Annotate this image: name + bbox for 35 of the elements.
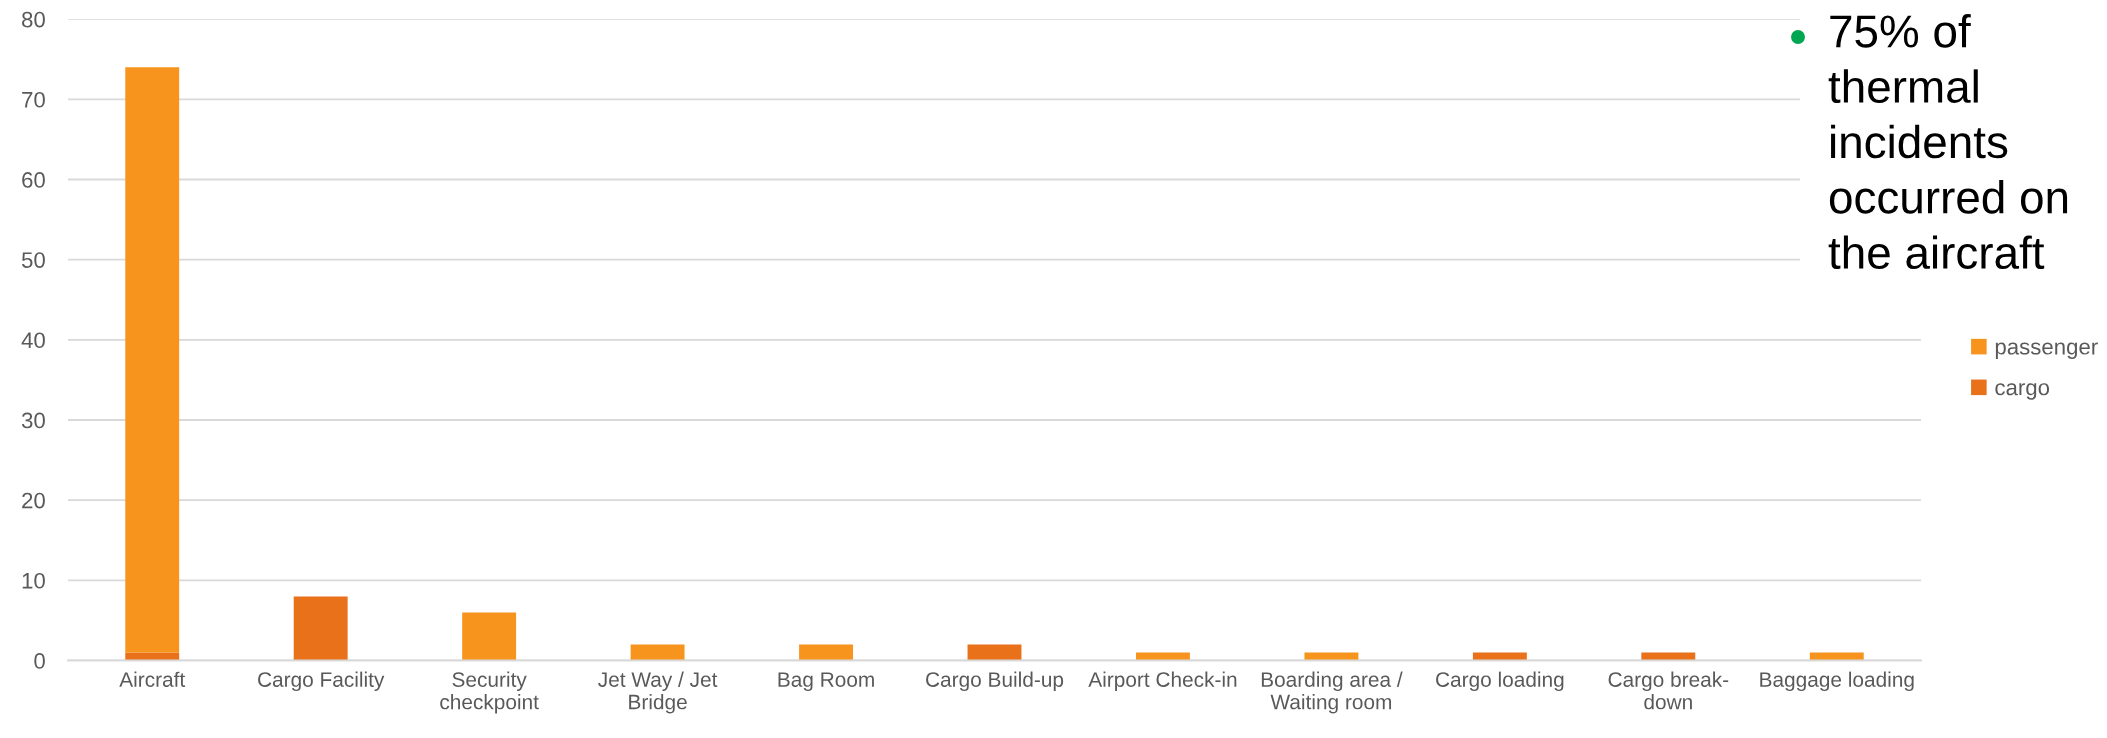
annotation: 75% of thermal incidents occurred on the aircraft bbox=[1828, 14, 2068, 270]
y-tick-label: 50 bbox=[21, 252, 45, 268]
legend-label: cargo bbox=[1995, 383, 2050, 400]
y-tick-label: 0 bbox=[34, 653, 45, 669]
bar bbox=[462, 612, 517, 661]
bar bbox=[799, 644, 853, 661]
bar bbox=[1809, 652, 1864, 661]
bar bbox=[967, 644, 1022, 661]
x-tick-label: Cargo Build-up bbox=[926, 671, 1064, 692]
y-tick-label: 70 bbox=[22, 91, 45, 108]
bar bbox=[630, 644, 685, 661]
x-tick-label: Cargo break-down bbox=[1608, 671, 1729, 710]
bar bbox=[1136, 652, 1190, 661]
x-tick-label: Security checkpoint bbox=[440, 671, 539, 714]
y-tick-label: 10 bbox=[22, 572, 45, 589]
legend-label: passenger bbox=[1995, 342, 2098, 359]
bar bbox=[125, 67, 180, 653]
y-tick-label: 20 bbox=[22, 492, 45, 509]
y-tick-label: 80 bbox=[22, 11, 45, 28]
bar bbox=[1304, 652, 1359, 661]
x-tick-label: Cargo Facility bbox=[258, 671, 385, 692]
x-tick-label: Jet Way / Jet Bridge bbox=[598, 671, 718, 714]
x-tick-label: Cargo loading bbox=[1436, 671, 1564, 692]
x-tick-label: Boarding area / Waiting room bbox=[1261, 671, 1403, 714]
x-tick-label: Bag Room bbox=[778, 672, 874, 692]
x-tick-label: Airport Check-in bbox=[1088, 671, 1237, 692]
y-tick-label: 30 bbox=[21, 412, 45, 429]
y-tick-label: 40 bbox=[21, 332, 45, 349]
x-tick-label: Aircraft bbox=[119, 671, 186, 687]
y-tick-label: 60 bbox=[22, 172, 45, 188]
bar bbox=[293, 596, 348, 661]
bar bbox=[125, 652, 180, 661]
bar bbox=[1641, 652, 1696, 661]
bar bbox=[1472, 652, 1527, 661]
x-tick-label: Baggage loading bbox=[1760, 671, 1914, 692]
